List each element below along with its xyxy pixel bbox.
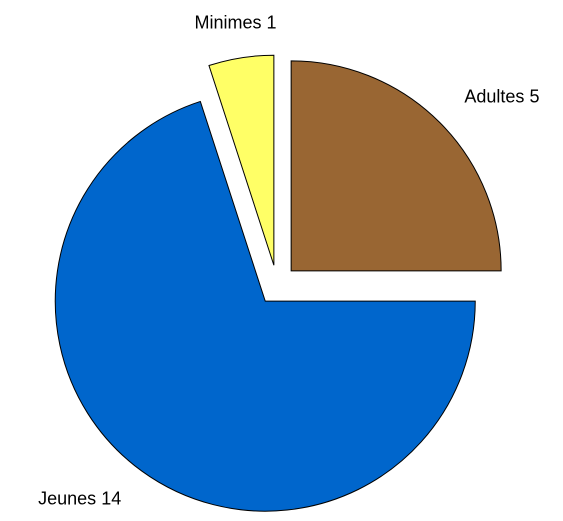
slice-label: Minimes 1	[195, 12, 277, 32]
pie-slice	[290, 60, 502, 272]
slice-category: Adultes	[464, 86, 524, 106]
slice-value: 5	[529, 86, 539, 106]
slice-label: Adultes 5	[464, 86, 539, 106]
slice-value: 1	[267, 12, 277, 32]
pie-slice	[208, 54, 275, 266]
slice-value: 14	[101, 488, 121, 508]
slice-label: Jeunes 14	[38, 488, 121, 508]
slice-category: Jeunes	[38, 488, 96, 508]
slice-category: Minimes	[195, 12, 262, 32]
pie-slice	[54, 100, 476, 512]
